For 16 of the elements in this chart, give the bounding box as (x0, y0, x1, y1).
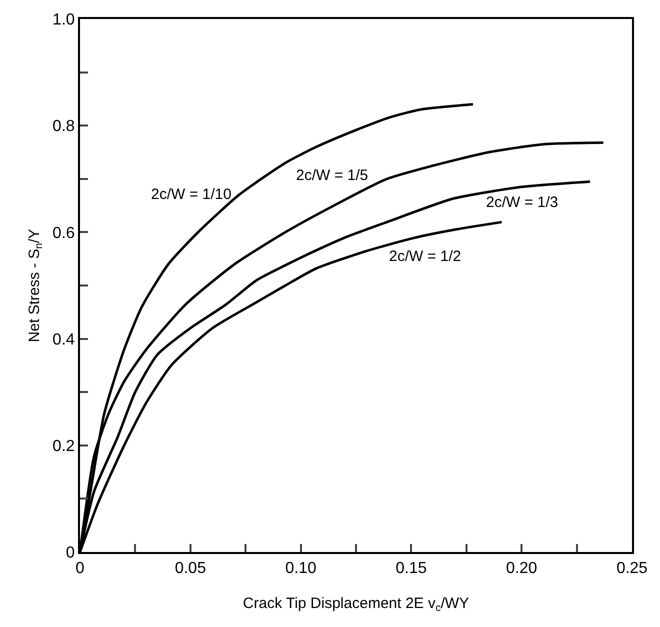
y-tick-label: 0.8 (52, 118, 75, 136)
y-tick-label: 0.2 (52, 438, 75, 455)
x-tick-label: 0.15 (396, 560, 427, 578)
x-tick-label: 0.10 (285, 560, 316, 578)
series-label: 2c/W = 1/3 (486, 194, 558, 211)
x-tick-label: 0.25 (616, 560, 648, 578)
series-label: 2c/W = 1/2 (389, 248, 462, 265)
x-tick-label: 0.20 (506, 560, 538, 578)
y-tick-label: 0 (66, 544, 75, 562)
y-tick-label: 0.4 (52, 331, 75, 348)
y-tick-label: 1.0 (52, 12, 75, 29)
series-label: 2c/W = 1/10 (151, 186, 232, 203)
x-tick-label: 0.05 (174, 560, 206, 578)
x-axis-title: Crack Tip Displacement 2E v$_{c}$/WY (242, 595, 470, 614)
series-label: 2c/W = 1/5 (296, 167, 368, 184)
y-tick-label: 0.6 (52, 224, 75, 242)
